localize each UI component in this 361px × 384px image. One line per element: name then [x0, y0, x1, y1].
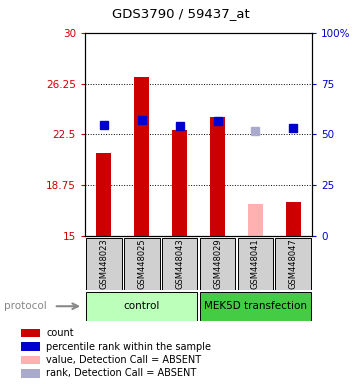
- Text: GSM448029: GSM448029: [213, 239, 222, 289]
- Text: protocol: protocol: [4, 301, 46, 311]
- Bar: [286, 202, 301, 236]
- Text: control: control: [123, 301, 160, 311]
- Text: value, Detection Call = ABSENT: value, Detection Call = ABSENT: [46, 355, 201, 365]
- Text: count: count: [46, 328, 74, 338]
- Bar: [86, 238, 122, 290]
- Text: GSM448025: GSM448025: [137, 239, 146, 289]
- Bar: [124, 238, 160, 290]
- Bar: [210, 118, 225, 236]
- Bar: [21, 329, 40, 338]
- Text: GDS3790 / 59437_at: GDS3790 / 59437_at: [112, 7, 249, 20]
- Bar: [275, 238, 311, 290]
- Text: percentile rank within the sample: percentile rank within the sample: [46, 341, 211, 352]
- Bar: [21, 369, 40, 378]
- Text: MEK5D transfection: MEK5D transfection: [204, 301, 307, 311]
- Text: GSM448041: GSM448041: [251, 239, 260, 289]
- Text: GSM448047: GSM448047: [289, 238, 298, 290]
- Text: rank, Detection Call = ABSENT: rank, Detection Call = ABSENT: [46, 368, 196, 379]
- Bar: [248, 204, 263, 236]
- Bar: [21, 356, 40, 364]
- Bar: [162, 238, 197, 290]
- Bar: [134, 77, 149, 236]
- Bar: [200, 238, 235, 290]
- Bar: [238, 238, 273, 290]
- Bar: [172, 130, 187, 236]
- Bar: [21, 342, 40, 351]
- Bar: [96, 153, 111, 236]
- Text: GSM448043: GSM448043: [175, 238, 184, 290]
- Bar: [86, 292, 197, 321]
- Bar: [200, 292, 311, 321]
- Text: GSM448023: GSM448023: [99, 238, 108, 290]
